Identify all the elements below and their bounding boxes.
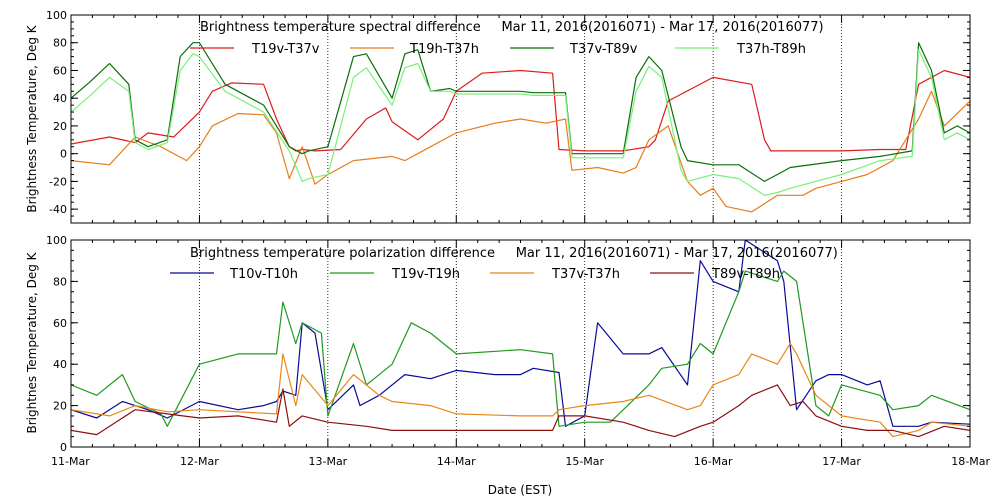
- bot-ytick-label: 100: [46, 234, 67, 247]
- x-tick-label: 17-Mar: [822, 455, 861, 468]
- bot-legend-label-2: T19v-T19h: [391, 267, 460, 282]
- top-y-axis-label: Brightness Temperature, Deg K: [25, 24, 39, 212]
- top-axis-ticks: -40 -20 0 20 40 60 80 100: [46, 9, 971, 224]
- bot-ytick-label: 0: [60, 441, 67, 454]
- spectral-difference-panel: -40 -20 0 20 40 60 80 100 Brightness temperatur…: [25, 9, 971, 224]
- bot-ytick-label: 60: [53, 317, 67, 330]
- bot-ytick-label: 40: [53, 358, 67, 371]
- top-legend: T19v-T37v T19h-T37h T37v-T89v T37h-T89h: [190, 42, 806, 57]
- top-ytick-label: 60: [53, 64, 67, 77]
- bottom-axis-ticks: 0 20 40 60 80 100: [46, 234, 971, 454]
- top-series-line-3: [71, 42, 970, 182]
- x-tick-label: 16-Mar: [694, 455, 733, 468]
- top-ytick-label: 80: [53, 37, 67, 50]
- top-ytick-label: 20: [53, 120, 67, 133]
- bottom-legend: T10v-T10h T19v-T19h T37v-T37h T89v-T89h: [170, 267, 780, 282]
- top-ytick-label: -40: [49, 203, 67, 216]
- bottom-y-axis-label: Brightnes Temperature, Deg K: [25, 251, 39, 433]
- bot-series-line-3: [71, 342, 970, 438]
- top-legend-label-4: T37h-T89h: [736, 42, 806, 57]
- top-series-line-2: [71, 90, 970, 213]
- top-ytick-label: 0: [60, 148, 67, 161]
- bot-ytick-label: 20: [53, 400, 67, 413]
- top-series-line-4: [71, 49, 970, 196]
- top-legend-label-2: T19h-T37h: [409, 42, 479, 57]
- x-tick-label: 12-Mar: [180, 455, 219, 468]
- bot-legend-label-1: T10v-T10h: [229, 267, 298, 282]
- x-axis-label: Date (EST): [488, 483, 552, 497]
- top-ytick-label: -20: [49, 175, 67, 188]
- bot-series-line-1: [71, 240, 970, 427]
- top-series-group: [71, 42, 970, 213]
- bot-ytick-label: 80: [53, 275, 67, 288]
- bot-legend-label-4: T89v-T89h: [711, 267, 780, 282]
- top-ytick-label: 100: [46, 9, 67, 22]
- polarization-difference-panel: 0 20 40 60 80 100 Brightness temperature pola…: [25, 234, 990, 497]
- top-chart-title: Brightness temperature spectral differen…: [200, 20, 824, 35]
- bottom-x-tick-labels: 11-Mar 12-Mar 13-Mar 14-Mar 15-Mar 16-Mar 17-M…: [51, 455, 990, 468]
- x-tick-label: 11-Mar: [51, 455, 90, 468]
- bottom-series-group: [71, 240, 970, 438]
- x-tick-label: 13-Mar: [308, 455, 347, 468]
- bot-series-line-2: [71, 270, 970, 427]
- x-tick-label: 18-Mar: [951, 455, 990, 468]
- bot-legend-label-3: T37v-T37h: [551, 267, 620, 282]
- bottom-chart-title: Brightness temperature polarization diff…: [190, 246, 838, 261]
- top-legend-label-1: T19v-T37v: [251, 42, 320, 57]
- x-tick-label: 14-Mar: [437, 455, 476, 468]
- top-ytick-label: 40: [53, 92, 67, 105]
- bot-series-line-4: [71, 384, 970, 438]
- x-tick-label: 15-Mar: [565, 455, 604, 468]
- top-legend-label-3: T37v-T89v: [569, 42, 638, 57]
